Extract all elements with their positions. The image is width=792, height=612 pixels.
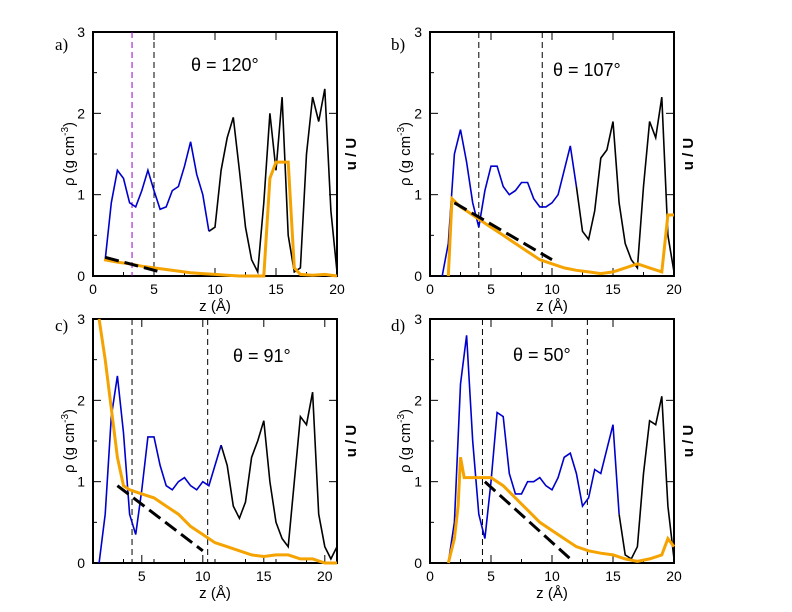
y-tick-label: 0	[77, 268, 85, 284]
panel-letter: c)	[55, 316, 68, 335]
right-axis-label: u / U	[680, 425, 697, 458]
x-tick-label: 0	[426, 281, 434, 297]
contact-angle-label: θ = 91°	[233, 346, 291, 366]
panel-letter: d)	[391, 316, 405, 335]
linear-fit-line	[116, 484, 204, 552]
panel-d: 0 5 10 15 20 0 1 2 3 d) θ = 50° z (Å) ρ (g cm-3) u / …	[391, 311, 697, 602]
panel-c: 5 10 15 20 0 1 2 3 c) θ = 91° z (Å) ρ (g cm-3) u / U	[55, 311, 360, 602]
plot-frame	[92, 318, 338, 564]
x-axis-label: z (Å)	[199, 298, 231, 315]
x-tick-label: 0	[426, 568, 434, 584]
y-tick-label: 1	[414, 474, 422, 490]
density-curve-solid	[575, 96, 675, 273]
x-tick-label: 20	[666, 281, 682, 297]
contact-angle-label: θ = 50°	[513, 345, 571, 365]
y-tick-label: 1	[77, 187, 85, 203]
y-axis-label: ρ (g cm-3)	[396, 122, 414, 186]
y-tick-label: 1	[77, 474, 85, 490]
x-tick-label: 5	[487, 281, 495, 297]
x-axis-label: z (Å)	[536, 298, 568, 315]
density-curve-solid	[618, 396, 675, 561]
density-curve-water	[98, 375, 222, 564]
y-tick-label: 1	[414, 187, 422, 203]
y-axis-label: ρ (g cm-3)	[60, 409, 78, 473]
x-tick-label: 15	[605, 281, 621, 297]
right-axis-label: u / U	[343, 138, 360, 171]
y-tick-label: 3	[77, 24, 85, 40]
right-axis-label: u / U	[680, 138, 697, 171]
u-ratio-curve	[446, 457, 676, 564]
x-tick-label: 10	[544, 568, 560, 584]
y-tick-label: 3	[414, 24, 422, 40]
density-curve-water	[441, 129, 578, 277]
panel-letter: b)	[391, 35, 405, 54]
x-tick-label: 15	[268, 281, 284, 297]
x-tick-label: 5	[487, 568, 495, 584]
x-tick-label: 15	[605, 568, 621, 584]
panel-a: 0 5 10 15 20 0 1 2 3 a) θ = 120° z (Å) ρ (g cm-3) u /…	[55, 24, 360, 315]
contact-angle-label: θ = 107°	[553, 60, 621, 80]
x-tick-label: 0	[89, 281, 97, 297]
linear-fit-line	[104, 255, 161, 274]
x-tick-label: 10	[544, 281, 560, 297]
x-tick-label: 5	[138, 568, 146, 584]
x-tick-label: 10	[195, 568, 211, 584]
y-tick-label: 0	[414, 268, 422, 284]
u-ratio-curve	[446, 195, 674, 277]
contact-angle-label: θ = 120°	[191, 55, 259, 75]
density-curve-solid	[220, 392, 338, 561]
right-axis-label: u / U	[343, 425, 360, 458]
density-curve-water	[104, 141, 210, 260]
panel-letter: a)	[55, 35, 68, 54]
x-tick-label: 20	[329, 281, 345, 297]
u-ratio-curve	[103, 160, 338, 278]
y-tick-label: 2	[77, 105, 85, 121]
y-tick-label: 0	[414, 555, 422, 571]
y-axis-label: ρ (g cm-3)	[396, 409, 414, 473]
y-axis-label: ρ (g cm-3)	[60, 122, 78, 186]
density-curve-solid	[208, 88, 338, 275]
x-axis-label: z (Å)	[536, 585, 568, 602]
x-axis-label: z (Å)	[199, 585, 231, 602]
y-tick-label: 2	[414, 105, 422, 121]
y-tick-label: 2	[414, 392, 422, 408]
y-tick-label: 0	[77, 555, 85, 571]
u-ratio-curve	[97, 318, 337, 565]
y-tick-label: 3	[414, 311, 422, 327]
x-tick-label: 10	[207, 281, 223, 297]
y-tick-label: 3	[77, 311, 85, 327]
linear-fit-line	[483, 480, 572, 561]
plot-frame	[429, 31, 675, 277]
x-tick-label: 20	[317, 568, 333, 584]
y-tick-label: 2	[77, 392, 85, 408]
x-tick-label: 15	[256, 568, 272, 584]
x-tick-label: 20	[666, 568, 682, 584]
x-tick-label: 5	[150, 281, 158, 297]
panel-b: 0 5 10 15 20 0 1 2 3 b) θ = 107° z (Å) ρ (g cm-3) u /…	[391, 24, 697, 315]
density-curve-water	[447, 335, 620, 564]
